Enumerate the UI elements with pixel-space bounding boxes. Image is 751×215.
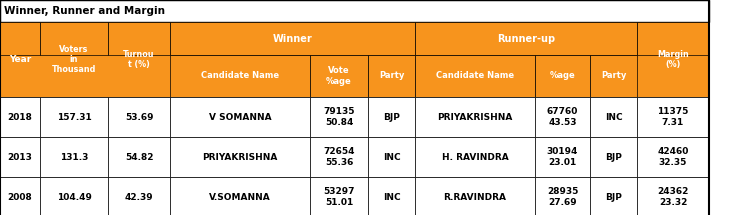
Text: PRIYAKRISHNA: PRIYAKRISHNA (202, 152, 278, 161)
Bar (368, 55, 415, 97)
Text: BJP: BJP (605, 192, 622, 201)
Bar (170, 55, 310, 97)
Bar (535, 177, 590, 215)
Bar (368, 137, 415, 177)
Text: 42460
32.35: 42460 32.35 (657, 147, 689, 167)
Bar (415, 97, 535, 137)
Bar (0, 177, 40, 215)
Text: Voters
in
Thousand: Voters in Thousand (52, 45, 96, 74)
Bar (368, 177, 415, 215)
Bar (170, 137, 310, 177)
Text: 42.39: 42.39 (125, 192, 153, 201)
Text: 72654
55.36: 72654 55.36 (323, 147, 354, 167)
Text: 157.31: 157.31 (56, 112, 92, 121)
Bar (108, 97, 170, 137)
Bar (0, 55, 709, 97)
Text: 2018: 2018 (8, 112, 32, 121)
Bar (0, 22, 40, 97)
Text: Winner, Runner and Margin: Winner, Runner and Margin (4, 6, 165, 16)
Bar (535, 97, 590, 137)
Bar (590, 55, 637, 97)
Bar (637, 22, 709, 97)
Text: 79135
50.84: 79135 50.84 (323, 107, 354, 127)
Text: 131.3: 131.3 (60, 152, 88, 161)
Bar (170, 177, 310, 215)
Bar (0, 137, 40, 177)
Text: Margin
(%): Margin (%) (657, 50, 689, 69)
Text: Candidate Name: Candidate Name (436, 72, 514, 80)
Bar (40, 177, 108, 215)
Bar (590, 97, 637, 137)
Text: 11375
7.31: 11375 7.31 (657, 107, 689, 127)
Text: PRIYAKRISHNA: PRIYAKRISHNA (437, 112, 513, 121)
Text: Party: Party (601, 72, 626, 80)
Text: Vote
%age: Vote %age (326, 66, 352, 86)
Text: INC: INC (383, 152, 400, 161)
Text: 53297
51.01: 53297 51.01 (323, 187, 354, 207)
Bar (310, 97, 368, 137)
Bar (170, 97, 310, 137)
Bar (535, 55, 590, 97)
Text: V.SOMANNA: V.SOMANNA (209, 192, 271, 201)
Text: 2008: 2008 (8, 192, 32, 201)
Text: 2013: 2013 (8, 152, 32, 161)
Bar (40, 97, 108, 137)
Bar (415, 177, 535, 215)
Text: Candidate Name: Candidate Name (201, 72, 279, 80)
Text: BJP: BJP (383, 112, 400, 121)
Bar (535, 137, 590, 177)
Bar (310, 177, 368, 215)
Text: 54.82: 54.82 (125, 152, 153, 161)
Text: 104.49: 104.49 (56, 192, 92, 201)
Bar (590, 137, 637, 177)
Text: Runner-up: Runner-up (497, 34, 555, 43)
Bar (368, 97, 415, 137)
Bar (590, 177, 637, 215)
Bar (637, 137, 709, 177)
Bar (0, 97, 709, 137)
Bar (415, 55, 535, 97)
Bar (108, 177, 170, 215)
Text: Year: Year (9, 55, 31, 64)
Bar (637, 177, 709, 215)
Text: Turnou
t (%): Turnou t (%) (123, 50, 155, 69)
Bar (415, 137, 535, 177)
Bar (108, 137, 170, 177)
Bar (0, 22, 709, 55)
Bar (0, 177, 709, 215)
Text: 28935
27.69: 28935 27.69 (547, 187, 578, 207)
Text: Party: Party (379, 72, 404, 80)
Text: 30194
23.01: 30194 23.01 (547, 147, 578, 167)
Bar (0, 97, 40, 137)
Bar (0, 0, 709, 22)
Text: R.RAVINDRA: R.RAVINDRA (444, 192, 506, 201)
Text: BJP: BJP (605, 152, 622, 161)
Bar (108, 22, 170, 97)
Bar (637, 97, 709, 137)
Text: 24362
23.32: 24362 23.32 (657, 187, 689, 207)
Bar (310, 137, 368, 177)
Text: 53.69: 53.69 (125, 112, 153, 121)
Text: V SOMANNA: V SOMANNA (209, 112, 271, 121)
Text: Winner: Winner (273, 34, 312, 43)
Bar (415, 22, 637, 55)
Bar (0, 137, 709, 177)
Text: INC: INC (605, 112, 623, 121)
Text: H. RAVINDRA: H. RAVINDRA (442, 152, 508, 161)
Bar (40, 137, 108, 177)
Text: %age: %age (550, 72, 575, 80)
Bar (40, 22, 108, 97)
Bar (170, 22, 415, 55)
Text: INC: INC (383, 192, 400, 201)
Bar (310, 55, 368, 97)
Text: 67760
43.53: 67760 43.53 (547, 107, 578, 127)
